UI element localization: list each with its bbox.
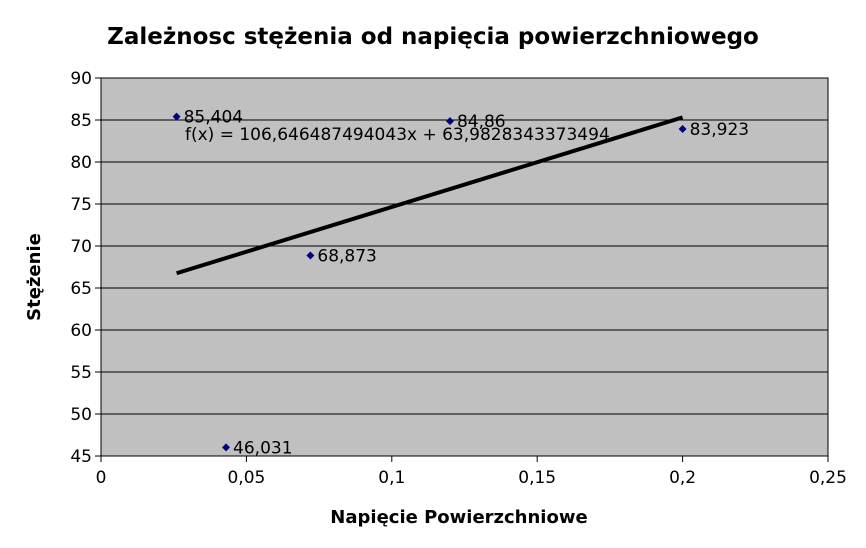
data-point bbox=[678, 125, 687, 134]
trend-equation-label: f(x) = 106,646487494043x + 63,9828343373… bbox=[185, 125, 610, 145]
x-tick-label: 0,15 bbox=[518, 468, 556, 488]
data-label: 68,873 bbox=[317, 246, 376, 266]
x-axis-title: Napięcie Powierzchniowe bbox=[330, 507, 587, 528]
y-tick-label: 85 bbox=[70, 111, 92, 131]
y-axis-title: Stężenie bbox=[24, 233, 45, 321]
y-tick-label: 55 bbox=[70, 363, 92, 383]
x-tick-label: 0 bbox=[96, 468, 107, 488]
x-tick-label: 0,2 bbox=[669, 468, 696, 488]
data-label: 84,86 bbox=[457, 112, 506, 132]
y-tick-label: 90 bbox=[70, 69, 92, 89]
axes bbox=[100, 77, 829, 457]
plot-border bbox=[100, 77, 829, 457]
y-tick-label: 45 bbox=[70, 447, 92, 467]
x-axis-ticks: 0 0,05 0,1 0,15 0,2 0,25 bbox=[96, 456, 847, 488]
y-tick-label: 65 bbox=[70, 279, 92, 299]
data-point bbox=[445, 117, 454, 126]
data-point bbox=[172, 112, 181, 121]
y-axis-ticks: 45 50 55 60 65 70 75 80 85 90 bbox=[70, 69, 101, 467]
data-label: 46,031 bbox=[233, 438, 292, 458]
y-tick-label: 70 bbox=[70, 237, 92, 257]
plot-area bbox=[101, 78, 828, 456]
x-tick-label: 0,05 bbox=[227, 468, 265, 488]
data-label: 85,404 bbox=[184, 108, 243, 128]
y-tick-label: 75 bbox=[70, 195, 92, 215]
data-point bbox=[222, 443, 231, 452]
data-points: 85,404 46,031 68,873 84,86 83,923 bbox=[172, 108, 749, 458]
y-tick-label: 80 bbox=[70, 153, 92, 173]
chart-title: Zależnosc stężenia od napięcia powierzch… bbox=[107, 24, 759, 50]
x-tick-label: 0,1 bbox=[378, 468, 405, 488]
y-tick-label: 50 bbox=[70, 405, 92, 425]
trend-line bbox=[176, 115, 684, 276]
data-point bbox=[306, 251, 315, 260]
x-tick-label: 0,25 bbox=[809, 468, 847, 488]
data-label: 83,923 bbox=[690, 120, 749, 140]
y-tick-label: 60 bbox=[70, 321, 92, 341]
